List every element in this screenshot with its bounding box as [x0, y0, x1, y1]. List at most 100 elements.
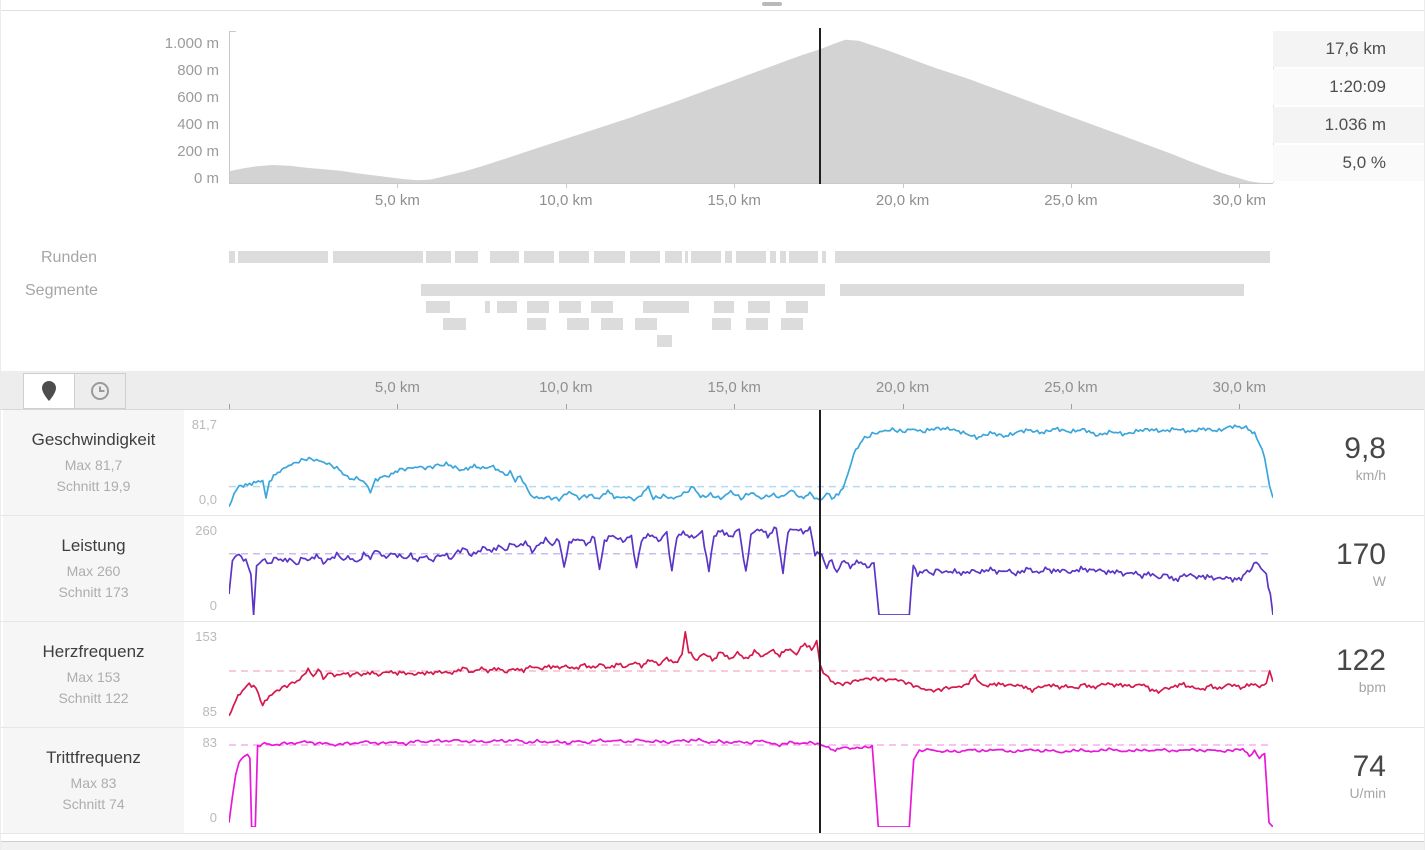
lap-bar[interactable] [735, 251, 767, 263]
value-readout: 170 W [1271, 516, 1424, 621]
axis-tick [1239, 404, 1241, 409]
chart-avg-label: Schnitt 74 [62, 796, 125, 812]
value-readout: 9,8 km/h [1271, 410, 1424, 515]
lap-bar[interactable] [238, 251, 329, 263]
segment-bar[interactable] [426, 301, 450, 313]
segments-track [229, 284, 1273, 296]
elevation-x-axis [229, 183, 1273, 184]
axis-tick [229, 404, 230, 409]
segment-bar[interactable] [713, 301, 735, 313]
segment-bar[interactable] [712, 318, 731, 330]
segment-bar[interactable] [745, 318, 768, 330]
segment-bar[interactable] [781, 318, 804, 330]
lap-bar[interactable] [835, 251, 1270, 263]
chart-label-panel: Leistung Max 260 Schnitt 173 [3, 516, 184, 621]
lap-bar[interactable] [685, 251, 688, 263]
elevation-chart[interactable] [229, 31, 1273, 183]
lap-bar[interactable] [559, 251, 590, 263]
y-axis-min-label: 0 [209, 598, 217, 613]
segment-bar[interactable] [420, 284, 826, 296]
segment-bar[interactable] [527, 301, 549, 313]
axis-tick-label: 10,0 km [539, 192, 593, 209]
segment-bar[interactable] [567, 318, 590, 330]
y-axis-max-label: 153 [195, 629, 217, 644]
time-mode-button[interactable] [74, 374, 125, 408]
x-axis-mode-toggle [23, 373, 126, 409]
laps-track [229, 251, 1273, 263]
speed-plot[interactable] [229, 417, 1273, 509]
panel-collapse-handle[interactable] [762, 2, 782, 6]
y-axis-min-label: 85 [202, 704, 217, 719]
chart-title: Herzfrequenz [42, 642, 145, 661]
cursor-value-unit: U/min [1349, 785, 1386, 801]
lap-bar[interactable] [724, 251, 733, 263]
segment-bar[interactable] [643, 301, 689, 313]
axis-tick-label: 10,0 km [539, 379, 593, 396]
distance-axis-band: 5,0 km 10,0 km 15,0 km 20,0 km 25,0 km 30,0 k… [1, 371, 1424, 410]
chart-max-label: Max 83 [70, 775, 117, 791]
lap-bar[interactable] [821, 251, 826, 263]
y-axis-min-label: 0,0 [198, 492, 217, 507]
lap-bar[interactable] [229, 251, 236, 263]
lap-bar[interactable] [629, 251, 661, 263]
lap-bar[interactable] [769, 251, 777, 263]
axis-tick [902, 404, 904, 409]
cadence-plot[interactable] [229, 735, 1273, 827]
segment-bar[interactable] [559, 301, 581, 313]
segments-track [229, 335, 1273, 347]
segment-bar[interactable] [484, 301, 490, 313]
chart-title: Geschwindigkeit [31, 430, 156, 449]
distance-mode-button[interactable] [24, 374, 74, 408]
segment-bar[interactable] [747, 301, 770, 313]
chart-title: Leistung [61, 536, 126, 555]
axis-tick-label: 30,0 km [1212, 379, 1266, 396]
segments-track [229, 318, 1273, 330]
axis-tick [1239, 184, 1241, 188]
axis-tick-label: 20,0 km [875, 192, 930, 209]
lap-bar[interactable] [333, 251, 423, 263]
cursor-value-unit: W [1372, 573, 1386, 589]
lap-bar[interactable] [788, 251, 819, 263]
lap-bar[interactable] [691, 251, 721, 263]
lap-bar[interactable] [454, 251, 479, 263]
segment-bar[interactable] [634, 318, 657, 330]
cadence-line [229, 737, 1273, 827]
chart-label-panel: Trittfrequenz Max 83 Schnitt 74 [3, 728, 184, 833]
axis-tick [1070, 184, 1072, 188]
heartrate-plot[interactable] [229, 629, 1273, 721]
chart-avg-label: Schnitt 173 [58, 584, 129, 600]
power-plot[interactable] [229, 523, 1273, 615]
segment-bar[interactable] [656, 335, 672, 347]
lap-bar[interactable] [490, 251, 519, 263]
chart-avg-label: Schnitt 122 [58, 690, 129, 706]
chart-max-label: Max 153 [66, 669, 121, 685]
segment-bar[interactable] [591, 301, 613, 313]
axis-tick [565, 404, 567, 409]
stat-elevation: 1.036 m [1273, 107, 1424, 143]
segment-bar[interactable] [442, 318, 467, 330]
segment-bar[interactable] [786, 301, 809, 313]
lap-bar[interactable] [665, 251, 682, 263]
segment-bar[interactable] [496, 301, 517, 313]
segment-bar[interactable] [527, 318, 546, 330]
axis-tick-label: 5,0 km [374, 192, 420, 209]
chart-row-power: Leistung Max 260 Schnitt 173 260 0 170 W [1, 516, 1424, 622]
cursor-line [819, 410, 821, 833]
segments-track [229, 301, 1273, 313]
bottom-strip [1, 841, 1424, 850]
segment-bar[interactable] [601, 318, 623, 330]
segment-bar[interactable] [840, 284, 1245, 296]
axis-tick [397, 184, 399, 188]
axis-tick [397, 404, 399, 409]
axis-tick-label: 20,0 km [875, 379, 930, 396]
axis-tick [734, 404, 736, 409]
stat-grade: 5,0 % [1273, 145, 1424, 181]
lap-bar[interactable] [523, 251, 554, 263]
axis-tick [1070, 404, 1072, 409]
y-axis-max-label: 83 [202, 735, 217, 750]
axis-tick-label: 30,0 km [1212, 192, 1266, 209]
lap-bar[interactable] [779, 251, 787, 263]
lap-bar[interactable] [594, 251, 625, 263]
lap-bar[interactable] [426, 251, 452, 263]
heartrate-line [229, 630, 1273, 717]
